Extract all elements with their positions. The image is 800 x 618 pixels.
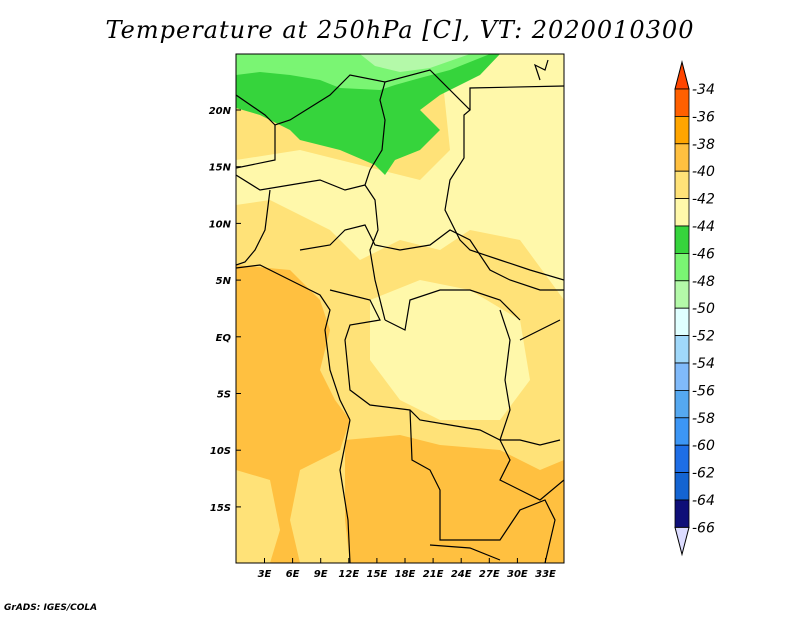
colorbar-swatch bbox=[674, 225, 690, 254]
field-minus38-south bbox=[345, 435, 564, 563]
colorbar-label: -40 bbox=[692, 164, 715, 180]
field-minus50 bbox=[360, 54, 470, 72]
temperature-field bbox=[236, 54, 564, 563]
colorbar-swatch bbox=[674, 116, 690, 145]
lat-label: EQ bbox=[216, 333, 232, 344]
colorbar-label: -56 bbox=[692, 383, 715, 399]
colorbar-label: -54 bbox=[692, 356, 715, 372]
lon-label: 15E bbox=[367, 569, 388, 580]
colorbar-swatch bbox=[674, 143, 690, 172]
colorbar-swatch bbox=[674, 280, 690, 309]
map-frame bbox=[235, 53, 565, 564]
lon-label: 3E bbox=[258, 569, 272, 580]
lon-label: 6E bbox=[286, 569, 300, 580]
lat-label: 5N bbox=[216, 276, 232, 287]
field-minus46 bbox=[236, 54, 500, 175]
lat-label: 5S bbox=[217, 390, 231, 401]
lon-label: 24E bbox=[451, 569, 472, 580]
colorbar-bottom-arrow bbox=[674, 526, 690, 557]
colorbar-label: -66 bbox=[692, 520, 715, 536]
colorbar-swatch bbox=[674, 335, 690, 364]
colorbar-swatch bbox=[674, 88, 690, 117]
colorbar-swatch bbox=[674, 362, 690, 391]
colorbar-swatch bbox=[674, 444, 690, 474]
lat-label: 10S bbox=[210, 446, 231, 457]
colorbar-swatch bbox=[674, 472, 690, 501]
lon-label: 12E bbox=[338, 569, 359, 580]
colorbar-label: -38 bbox=[692, 137, 715, 153]
lat-label: 15S bbox=[210, 503, 231, 514]
lon-label: 18E bbox=[395, 569, 416, 580]
colorbar-label: -60 bbox=[692, 438, 715, 454]
colorbar-label: -64 bbox=[692, 493, 715, 509]
colorbar-swatch bbox=[674, 389, 690, 419]
colorbar-swatch bbox=[674, 307, 690, 337]
lon-label: 27E bbox=[479, 569, 500, 580]
colorbar-swatch bbox=[674, 417, 690, 446]
lon-label: 33E bbox=[535, 569, 556, 580]
colorbar-label: -58 bbox=[692, 411, 715, 427]
lat-label: 15N bbox=[209, 163, 232, 174]
field-minus42-center bbox=[370, 280, 530, 420]
colorbar-swatch bbox=[674, 170, 690, 199]
latitude-labels: 20N 15N 10N 5N EQ 5S 10S 15S bbox=[209, 106, 241, 514]
field-minus42-northeast bbox=[236, 54, 564, 300]
figure-title: Temperature at 250hPa [C], VT: 202001030… bbox=[105, 16, 695, 44]
colorbar-label: -46 bbox=[692, 246, 715, 262]
colorbar-swatch bbox=[674, 499, 690, 528]
lat-label: 20N bbox=[209, 106, 232, 117]
grads-credit: GrADS: IGES/COLA bbox=[4, 603, 98, 613]
colorbar-label: -52 bbox=[692, 329, 715, 345]
lat-label: 10N bbox=[209, 219, 232, 230]
field-minus40-southwest bbox=[236, 470, 280, 563]
colorbar: -34 -36 -38 -40 -42 -44 -46 -48 -50 -52 -54 -56 -58 -… bbox=[674, 60, 715, 557]
colorbar-label: -62 bbox=[692, 466, 715, 482]
country-borders bbox=[236, 59, 564, 563]
colorbar-label: -36 bbox=[692, 109, 715, 125]
colorbar-top-arrow bbox=[674, 60, 690, 90]
lon-label: 21E bbox=[423, 569, 444, 580]
lon-label: 30E bbox=[507, 569, 528, 580]
lon-label: 9E bbox=[314, 569, 328, 580]
colorbar-swatch bbox=[674, 252, 690, 282]
colorbar-label: -44 bbox=[692, 219, 715, 235]
field-minus48-east bbox=[236, 54, 330, 70]
colorbar-label: -50 bbox=[692, 301, 715, 317]
colorbar-label: -42 bbox=[692, 192, 715, 208]
colorbar-label: -48 bbox=[692, 274, 715, 290]
longitude-labels: 3E 6E 9E 12E 15E 18E 21E 24E 27E 30E 33E bbox=[258, 558, 556, 580]
colorbar-label: -34 bbox=[692, 82, 715, 98]
colorbar-swatch bbox=[674, 198, 690, 227]
